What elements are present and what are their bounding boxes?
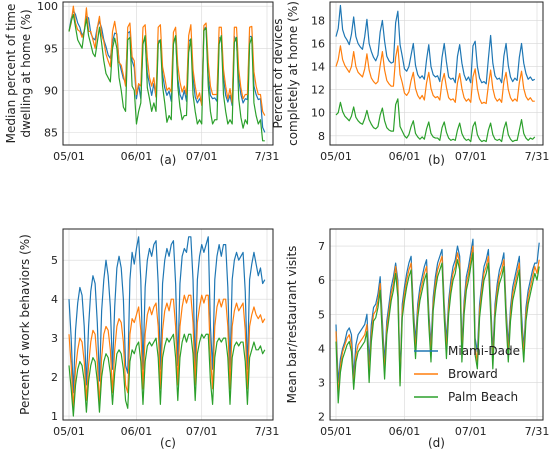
y-tick-label: 95	[44, 42, 58, 55]
panel-label: (a)	[160, 153, 177, 167]
y-tick-label: 16	[311, 38, 325, 51]
y-axis-label: Percent of work behaviors (%)	[18, 234, 32, 415]
x-tick-label: 07/01	[186, 425, 218, 438]
x-tick-label: 06/01	[389, 425, 421, 438]
panel-d: 2 3 4 5 6 7 05/01 06/01 07/01 7/31 Mean bar/restau…	[285, 228, 550, 450]
series-line-broward	[68, 5, 266, 116]
x-tick-label: 05/01	[53, 150, 85, 163]
y-tick-label: 10	[311, 107, 325, 120]
series-line-palm-beach	[68, 14, 265, 142]
series-line-miami-dade	[335, 4, 536, 85]
x-tick-label: 7/31	[255, 425, 280, 438]
legend-label: Palm Beach	[448, 390, 518, 404]
y-tick-label: 2	[318, 411, 325, 424]
series-line-palm-beach	[68, 333, 266, 417]
series-line-palm-beach	[335, 252, 540, 404]
plot-frame	[62, 228, 274, 421]
legend-label: Broward	[448, 367, 498, 381]
y-tick-label: 4	[51, 293, 58, 306]
y-axis-label-line: completely at home (%)	[286, 1, 300, 146]
plot-frame	[329, 1, 544, 146]
x-tick-label: 06/01	[389, 150, 421, 163]
series-line-broward	[335, 45, 535, 105]
panel-c: 1 2 3 4 5 05/01 06/01 07/01 7/31 Percent of work …	[18, 228, 280, 450]
y-axis-label-line: Mean bar/restaurant visits	[285, 246, 299, 404]
y-axis-label: Percent of devicescompletely at home (%)	[271, 1, 300, 146]
y-axis-label: Mean bar/restaurant visits	[285, 246, 299, 404]
y-tick-label: 2	[51, 371, 58, 384]
panel-a: 85 90 95 100 05/01 06/01 07/01 7/31 Median perce…	[4, 0, 279, 167]
x-tick-label: 06/01	[121, 150, 153, 163]
x-tick-label: 7/31	[525, 425, 550, 438]
y-axis-label-line: dwelling at home (%)	[19, 9, 33, 137]
y-tick-label: 3	[51, 332, 58, 345]
y-tick-label: 18	[311, 14, 325, 27]
y-tick-label: 14	[311, 61, 325, 74]
x-tick-label: 07/01	[186, 150, 218, 163]
y-tick-label: 100	[37, 0, 58, 13]
y-tick-label: 7	[318, 240, 325, 253]
panel-label: (b)	[428, 153, 445, 167]
x-tick-label: 07/01	[455, 425, 487, 438]
x-tick-label: 7/31	[255, 150, 280, 163]
y-tick-label: 4	[318, 342, 325, 355]
y-axis-label: Median percent of timedwelling at home (…	[4, 4, 33, 144]
y-tick-label: 1	[51, 410, 58, 423]
x-tick-label: 06/01	[121, 425, 153, 438]
series-line-palm-beach	[335, 98, 536, 143]
y-tick-label: 12	[311, 84, 325, 97]
y-tick-label: 3	[318, 376, 325, 389]
y-tick-label: 90	[44, 84, 58, 97]
x-tick-label: 05/01	[53, 425, 85, 438]
legend: Miami-Dade Broward Palm Beach	[414, 344, 520, 404]
legend-label: Miami-Dade	[448, 344, 520, 358]
y-tick-label: 85	[44, 126, 58, 139]
y-axis-label-line: Percent of work behaviors (%)	[18, 234, 32, 415]
y-tick-label: 6	[318, 274, 325, 287]
x-tick-label: 07/01	[455, 150, 487, 163]
series-line-miami-dade	[68, 9, 266, 133]
series-line-broward	[68, 294, 266, 409]
panel-label: (d)	[428, 436, 445, 450]
y-tick-label: 5	[318, 308, 325, 321]
series-line-miami-dade	[68, 236, 266, 394]
plot-frame	[62, 1, 274, 146]
panel-label: (c)	[160, 436, 176, 450]
panel-b: 8 10 12 14 16 18 05/01 06/01 07/01 7/31 Percent of…	[271, 1, 549, 167]
x-tick-label: 05/01	[320, 425, 352, 438]
x-tick-label: 05/01	[320, 150, 352, 163]
x-tick-label: 7/31	[525, 150, 550, 163]
y-tick-label: 8	[318, 130, 325, 143]
y-tick-label: 5	[51, 254, 58, 267]
plot-frame	[329, 228, 544, 421]
y-axis-label-line: Percent of devices	[271, 18, 285, 128]
y-axis-label-line: Median percent of time	[4, 4, 18, 144]
